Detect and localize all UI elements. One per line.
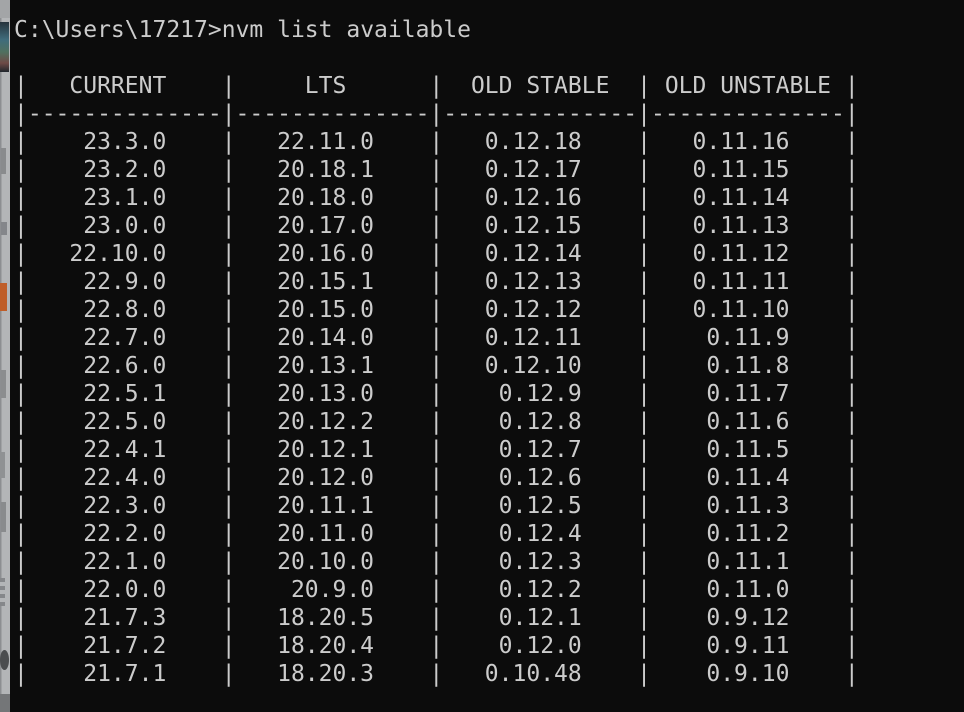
prompt: C:\Users\17217>: [14, 17, 222, 43]
top-shade-fragment: [0, 0, 10, 18]
text-glyph-fragment: [1, 370, 6, 398]
text-glyph-fragment: [1, 502, 6, 532]
terminal-window[interactable]: C:\Users\17217>nvm list available | CURR…: [10, 0, 964, 712]
text-glyph-fragment: [0, 452, 5, 478]
bottom-shade-fragment: [0, 694, 10, 712]
image-thumbnail-fragment: [0, 22, 9, 72]
background-window-sliver[interactable]: [0, 0, 10, 712]
circle-glyph-fragment: [0, 650, 9, 670]
text-glyph-fragment: [1, 148, 6, 174]
version-table: | CURRENT | LTS | OLD STABLE | OLD UNSTA…: [14, 73, 859, 687]
terminal-output: C:\Users\17217>nvm list available | CURR…: [10, 0, 964, 688]
lines-glyph-fragment: [0, 578, 5, 606]
square-glyph-fragment: [1, 222, 7, 235]
command-text: nvm list available: [221, 17, 471, 43]
orange-glyph-fragment: [0, 283, 7, 311]
